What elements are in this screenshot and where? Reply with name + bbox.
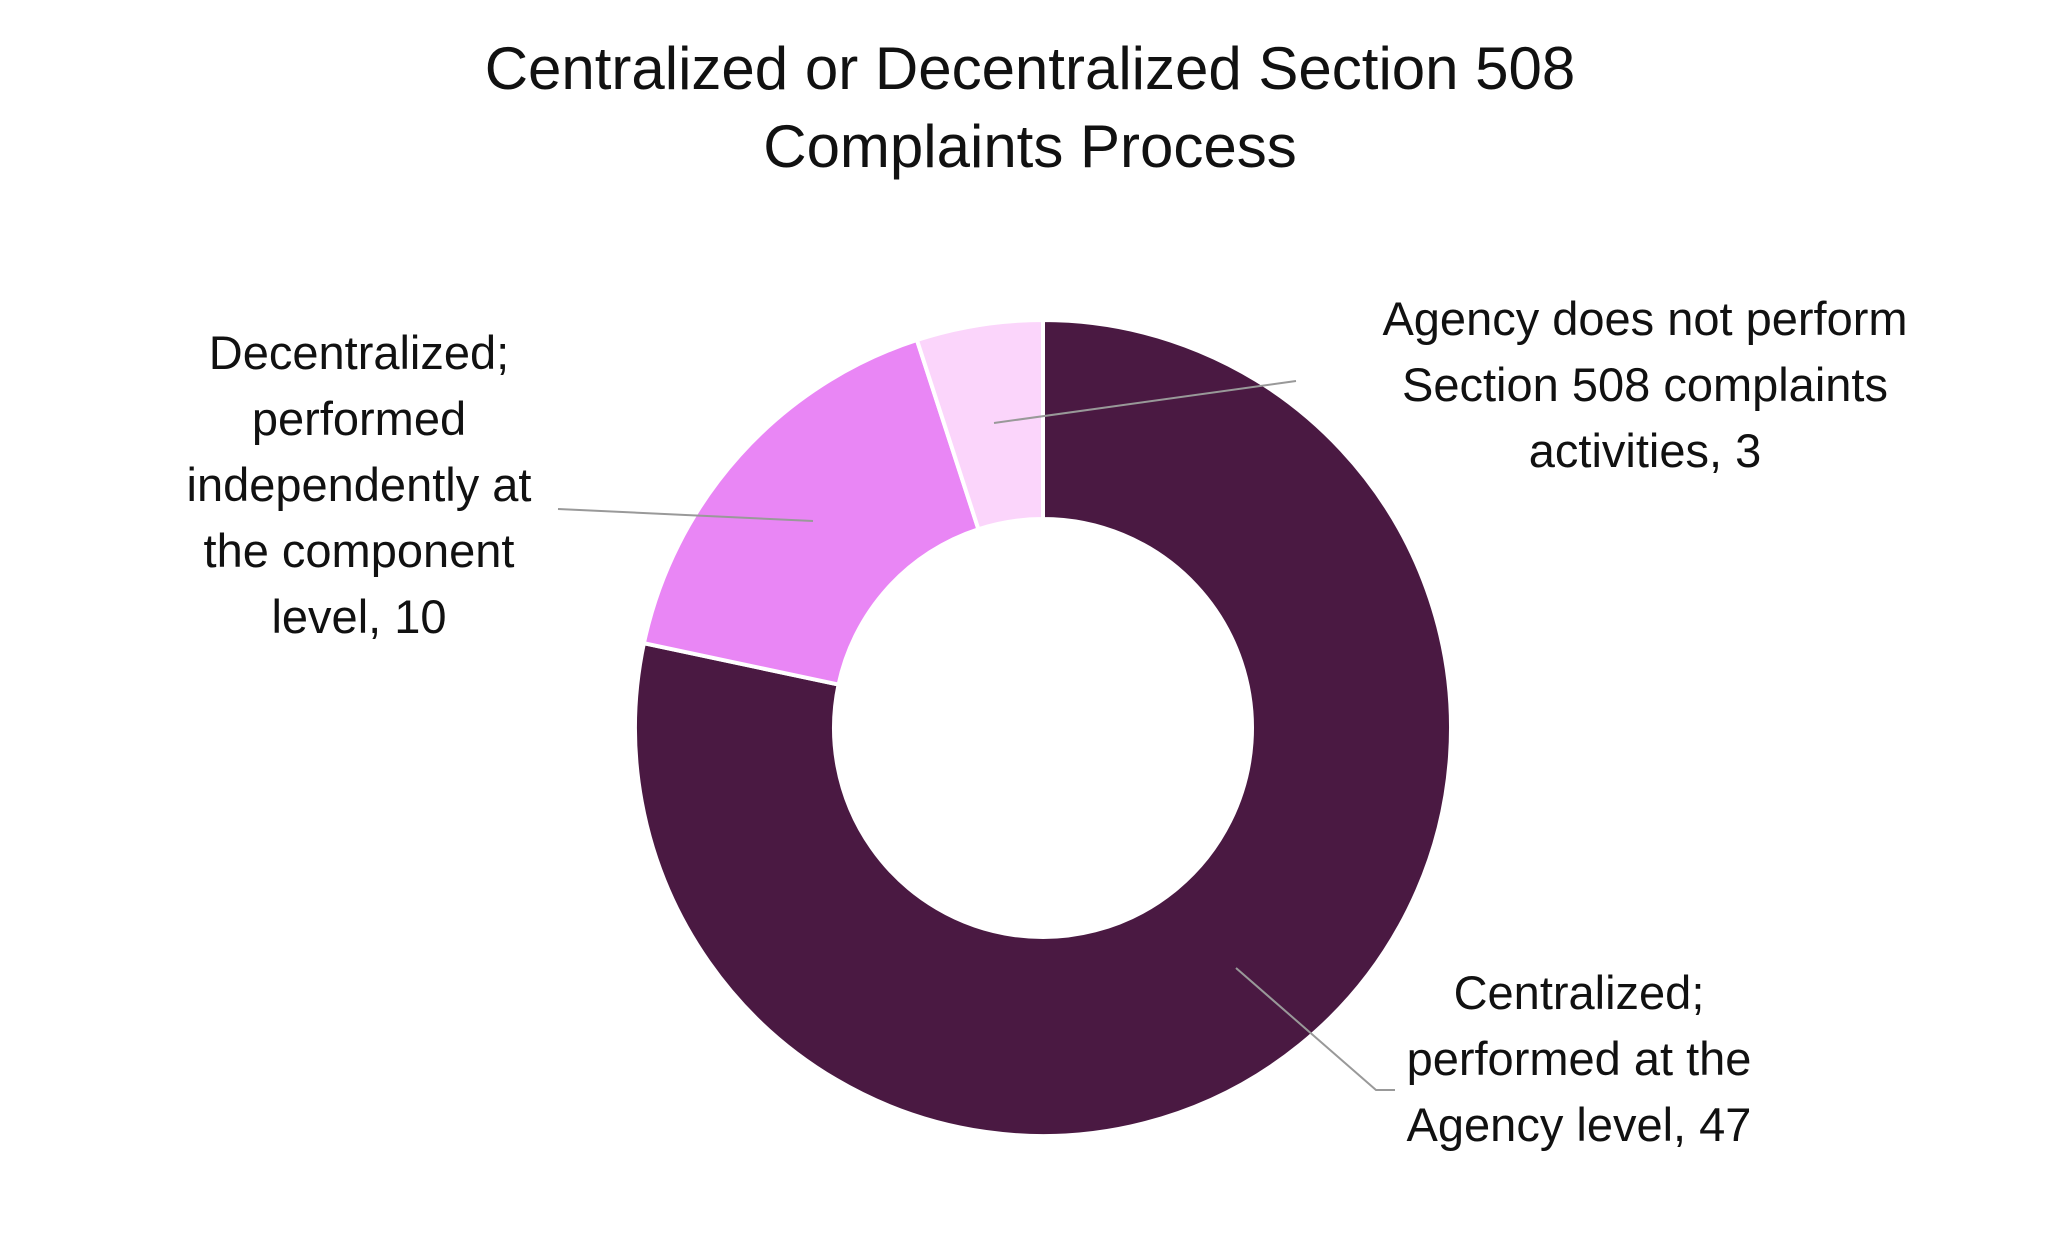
donut-slice [914, 317, 1045, 532]
leader-line [557, 508, 814, 522]
chart-title: Centralized or Decentralized Section 508… [484, 35, 1576, 180]
data-label: Centralized; performed at the Agency lev… [1406, 966, 1752, 1151]
data-label: Decentralized; performed independently a… [186, 326, 532, 643]
leader-line [1235, 967, 1395, 1091]
data-label: Agency does not perform Section 508 comp… [1382, 292, 1908, 477]
donut-slice [633, 317, 1453, 1138]
leader-line [993, 380, 1297, 424]
donut-slice [641, 337, 981, 687]
